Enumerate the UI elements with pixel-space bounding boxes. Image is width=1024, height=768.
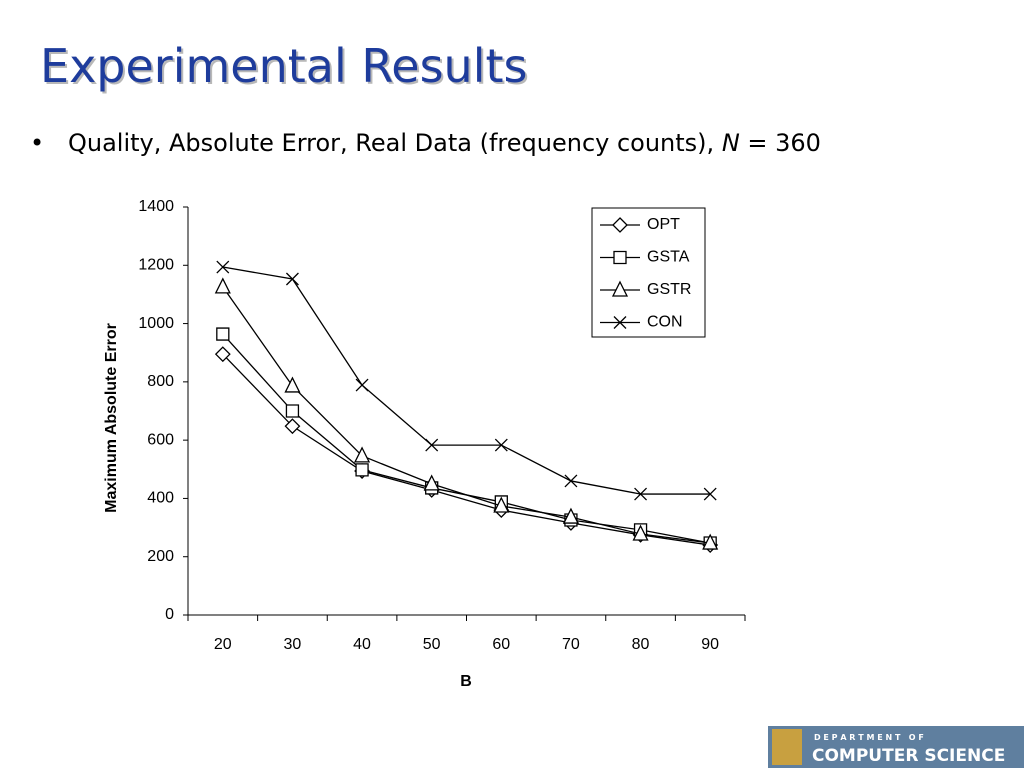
slide-title: Experimental Results — [40, 39, 527, 93]
logo-line1: D E P A R T M E N T O F — [814, 733, 924, 742]
y-tick-label: 0 — [165, 606, 174, 623]
data-point — [493, 496, 510, 513]
logo-line2: COMPUTER SCIENCE — [812, 746, 1005, 766]
legend-box — [591, 207, 706, 338]
y-tick-label: 1200 — [138, 257, 174, 274]
bullet-part: Quality, Absolute Error, Real Data (freq… — [68, 129, 714, 157]
data-point — [284, 376, 301, 393]
y-tick-label: 400 — [147, 490, 174, 507]
data-point — [285, 272, 299, 286]
legend-marker — [613, 250, 627, 265]
y-tick-label: 200 — [147, 548, 174, 565]
data-point — [702, 533, 719, 550]
y-tick-label: 1400 — [138, 198, 174, 215]
data-point — [564, 474, 578, 488]
y-axis-label: Maximum Absolute Error — [103, 323, 120, 513]
logo-crest — [772, 729, 802, 765]
data-point — [494, 438, 508, 452]
legend-marker — [611, 280, 629, 297]
bullet-part: = 360 — [747, 129, 821, 157]
title-shadow: Experimental Results — [42, 41, 529, 95]
data-point — [634, 487, 648, 501]
data-point — [284, 418, 301, 435]
bullet-part: N — [722, 129, 740, 157]
legend-marker — [612, 217, 628, 233]
y-tick-label: 600 — [147, 431, 174, 448]
data-point — [214, 346, 231, 363]
x-tick-label: 20 — [214, 636, 232, 653]
x-tick-label: 80 — [632, 636, 650, 653]
x-tick-label: 60 — [492, 636, 510, 653]
series-line — [222, 333, 711, 544]
x-tick-label: 70 — [562, 636, 580, 653]
data-point — [216, 327, 230, 341]
data-point — [355, 378, 369, 392]
series-line — [222, 353, 711, 546]
legend-label: CON — [647, 314, 683, 331]
data-point — [216, 260, 230, 274]
data-point — [562, 507, 579, 524]
bullet-dot: • — [30, 129, 44, 157]
legend-label: OPT — [647, 216, 680, 233]
legend-marker — [613, 316, 627, 329]
x-tick-label: 90 — [701, 636, 719, 653]
bullet-text: Quality, Absolute Error, Real Data (freq… — [68, 129, 821, 157]
data-point — [355, 463, 369, 477]
y-tick-label: 1000 — [138, 315, 174, 332]
data-point — [214, 277, 231, 294]
data-point — [703, 487, 717, 501]
x-axis-label: B — [460, 673, 472, 690]
series-line — [222, 266, 711, 495]
data-point — [425, 438, 439, 452]
data-point — [423, 474, 440, 491]
legend-label: GSTA — [647, 249, 690, 266]
data-point — [632, 524, 649, 541]
x-tick-label: 40 — [353, 636, 371, 653]
y-tick-label: 800 — [147, 373, 174, 390]
x-tick-label: 50 — [423, 636, 441, 653]
logo-box — [768, 726, 1024, 768]
x-tick-label: 30 — [284, 636, 302, 653]
data-point — [285, 404, 300, 418]
legend-label: GSTR — [647, 281, 691, 298]
data-point — [354, 446, 371, 463]
series-line — [222, 286, 711, 544]
